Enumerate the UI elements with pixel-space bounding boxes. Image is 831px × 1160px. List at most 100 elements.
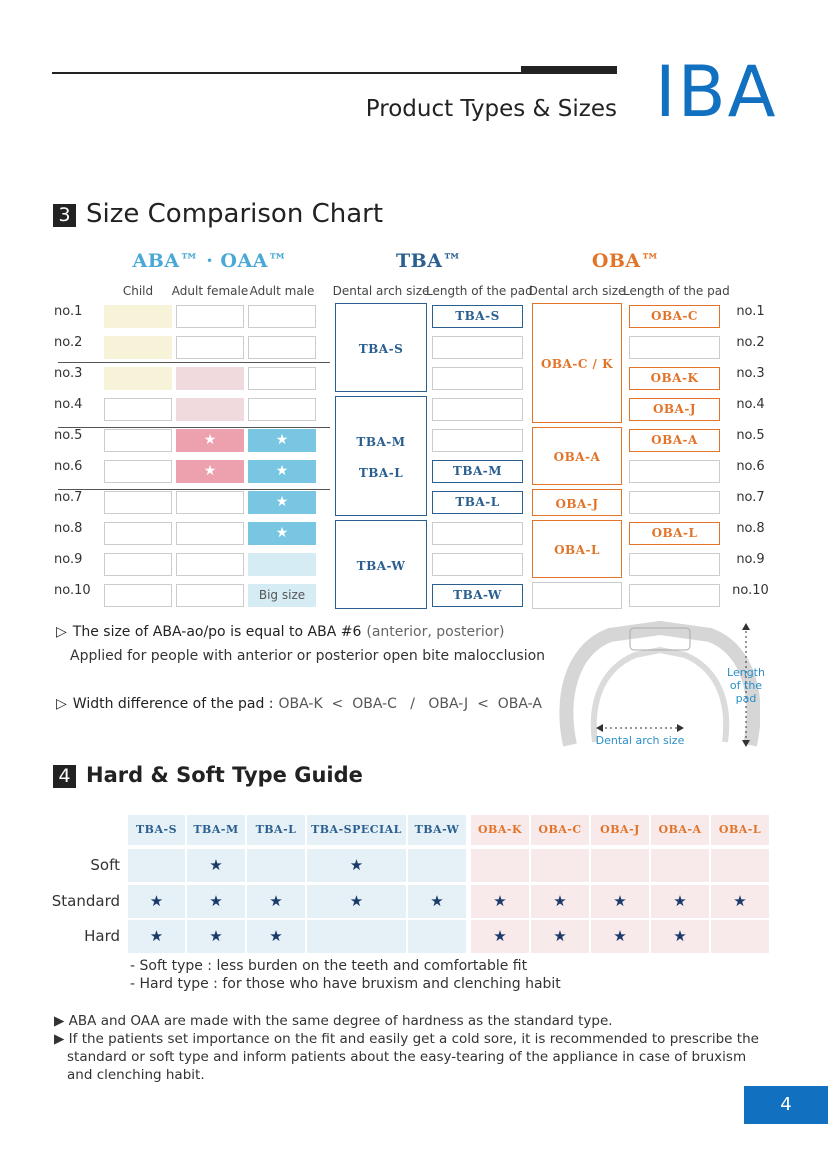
size-cell — [104, 460, 172, 483]
arch-block: OBA-C / K — [532, 303, 622, 423]
row-label: no.9 — [54, 552, 83, 567]
row-divider — [58, 427, 330, 428]
length-cell — [629, 553, 720, 576]
arch-block: OBA-J — [532, 489, 622, 516]
row-label: Hard — [84, 927, 120, 945]
bullet: ▶ ABA and OAA are made with the same deg… — [54, 1013, 613, 1029]
row-label: no.10 — [54, 583, 91, 598]
table-header: OBA-C — [531, 815, 589, 845]
length-cell: OBA-L — [629, 522, 720, 545]
row-label: no.5 — [736, 428, 765, 443]
size-cell — [104, 305, 172, 328]
length-cell: OBA-A — [629, 429, 720, 452]
arch-label: OBA-A — [553, 450, 601, 464]
row-label: no.8 — [736, 521, 765, 536]
length-cell: OBA-C — [629, 305, 720, 328]
diagram-label: Dental arch size — [595, 734, 685, 747]
note: ▷ The size of ABA-ao/po is equal to ABA #… — [56, 624, 505, 640]
arch-block: TBA-W — [335, 520, 427, 609]
length-cell: OBA-J — [629, 398, 720, 421]
table-cell: ★ — [307, 885, 406, 918]
size-cell: ★ — [248, 429, 316, 452]
size-cell — [104, 584, 172, 607]
arch-block — [532, 582, 622, 609]
row-label: no.8 — [54, 521, 83, 536]
length-cell — [432, 336, 523, 359]
note-text: The size of ABA-ao/po is equal to ABA #6 — [72, 624, 362, 640]
column-header: Adult male — [249, 284, 315, 298]
row-divider — [58, 362, 330, 363]
row-label: no.4 — [736, 397, 765, 412]
size-cell — [176, 305, 244, 328]
section-number: 3 — [53, 204, 76, 227]
size-cell — [248, 305, 316, 328]
size-cell: ★ — [248, 460, 316, 483]
table-header: TBA-M — [187, 815, 245, 845]
row-label: no.6 — [736, 459, 765, 474]
length-cell — [629, 491, 720, 514]
size-cell — [104, 553, 172, 576]
table-cell: ★ — [591, 885, 649, 918]
table-cell: ★ — [128, 920, 185, 953]
arch-block: TBA-S — [335, 303, 427, 392]
column-header: Length of the pad — [623, 284, 730, 298]
table-cell: ★ — [408, 885, 466, 918]
note-text: ▷ — [56, 696, 67, 712]
size-cell: Big size — [248, 584, 316, 607]
footnote: - Soft type : less burden on the teeth a… — [130, 958, 528, 974]
arch-block: TBA-M TBA-L — [335, 396, 427, 516]
table-cell — [247, 849, 305, 882]
table-cell — [408, 920, 466, 953]
size-cell: ★ — [248, 522, 316, 545]
table-cell: ★ — [591, 920, 649, 953]
arch-label: TBA-W — [356, 558, 406, 573]
table-cell: ★ — [128, 885, 185, 918]
table-cell — [531, 849, 589, 882]
row-label: no.1 — [54, 304, 83, 319]
row-label: Standard — [51, 892, 120, 910]
table-cell — [591, 849, 649, 882]
table-header: TBA-SPECIAL — [307, 815, 406, 845]
table-cell: ★ — [651, 885, 709, 918]
section-title: Size Comparison Chart — [86, 199, 384, 229]
arch-label: TBA-M — [356, 434, 406, 449]
size-cell — [248, 398, 316, 421]
arch-label: TBA-L — [358, 465, 404, 480]
size-cell: ★ — [176, 429, 244, 452]
table-header: OBA-K — [471, 815, 529, 845]
table-header: TBA-S — [128, 815, 185, 845]
table-cell: ★ — [471, 920, 529, 953]
table-cell: ★ — [651, 920, 709, 953]
table-cell: ★ — [187, 920, 245, 953]
length-cell: TBA-S — [432, 305, 523, 328]
table-cell — [128, 849, 185, 882]
size-cell — [248, 553, 316, 576]
length-cell — [432, 522, 523, 545]
table-cell: ★ — [247, 920, 305, 953]
section-number: 4 — [53, 765, 76, 788]
row-label: no.3 — [736, 366, 765, 381]
length-cell — [432, 553, 523, 576]
row-label: no.9 — [736, 552, 765, 567]
group-header: ABA™ · OAA™ — [132, 250, 288, 272]
note-text: Width difference of the pad : — [72, 696, 274, 712]
length-cell — [432, 398, 523, 421]
note: ▷ Width difference of the pad : OBA-K < OB… — [56, 696, 542, 712]
row-label: Soft — [90, 856, 120, 874]
length-cell: TBA-W — [432, 584, 523, 607]
table-cell: ★ — [187, 849, 245, 882]
page-number: 4 — [744, 1086, 828, 1124]
column-header: Child — [122, 284, 154, 298]
table-cell — [471, 849, 529, 882]
size-cell — [176, 491, 244, 514]
table-cell — [711, 920, 769, 953]
length-cell: TBA-L — [432, 491, 523, 514]
table-cell: ★ — [531, 885, 589, 918]
note-text: (anterior, posterior) — [366, 624, 505, 640]
row-label: no.5 — [54, 428, 83, 443]
table-cell — [711, 849, 769, 882]
length-cell — [629, 460, 720, 483]
length-cell — [432, 429, 523, 452]
length-cell: OBA-K — [629, 367, 720, 390]
